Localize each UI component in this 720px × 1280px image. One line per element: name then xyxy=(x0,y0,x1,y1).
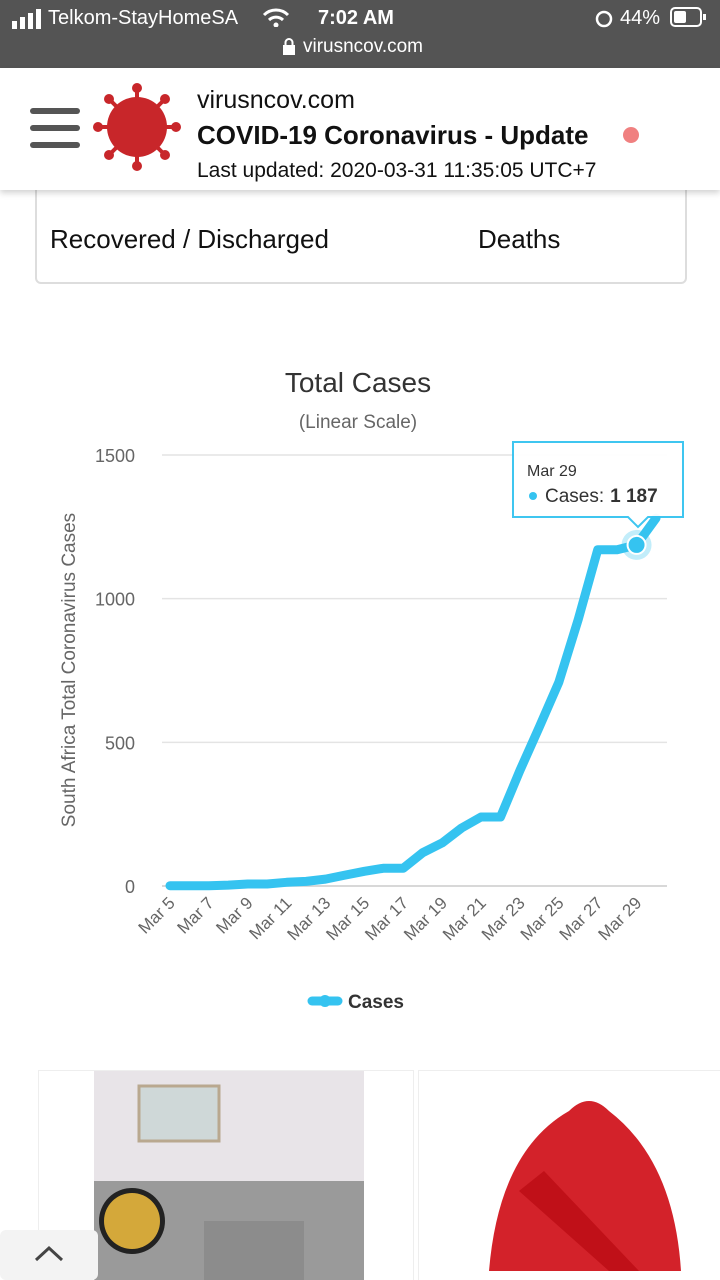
tooltip-box xyxy=(512,441,684,529)
last-updated: Last updated: 2020-03-31 11:35:05 UTC+7 xyxy=(197,159,597,182)
x-tick-label: Mar 27 xyxy=(556,893,607,944)
y-tick-label: 0 xyxy=(125,877,135,897)
tooltip-series: Cases: xyxy=(545,486,604,507)
recovered-label: Recovered / Discharged xyxy=(50,224,329,254)
ad-image xyxy=(489,1101,681,1271)
tooltip-date: Mar 29 xyxy=(527,463,577,480)
battery-icon xyxy=(670,7,706,27)
live-dot xyxy=(623,127,639,143)
menu-button[interactable] xyxy=(30,108,80,148)
chart-title: Total Cases xyxy=(285,367,431,398)
ad-right[interactable] xyxy=(418,1070,720,1280)
clock: 7:02 AM xyxy=(318,7,394,29)
wifi-icon xyxy=(262,8,290,27)
x-tick-label: Mar 5 xyxy=(135,893,179,937)
chart: Total Cases (Linear Scale) South Africa … xyxy=(59,367,684,1013)
hover-marker xyxy=(626,534,647,555)
y-tick-label: 500 xyxy=(105,733,135,753)
virus-logo xyxy=(93,83,181,171)
page-title: COVID-19 Coronavirus - Update xyxy=(197,120,589,150)
status-bar: Telkom-StayHomeSA 7:02 AM 44% virusncov.… xyxy=(0,0,720,68)
battery-level: 44% xyxy=(620,7,661,29)
deaths-label: Deaths xyxy=(478,224,561,254)
site-name: virusncov.com xyxy=(197,86,355,114)
ad-image xyxy=(94,1071,364,1280)
url[interactable]: virusncov.com xyxy=(303,36,424,57)
x-tick-label: Mar 19 xyxy=(400,893,451,944)
tooltip-value: 1 187 xyxy=(610,486,658,507)
legend-label: Cases xyxy=(348,992,404,1013)
x-tick-label: Mar 29 xyxy=(595,893,646,944)
x-tick-label: Mar 17 xyxy=(361,893,412,944)
alarm-icon xyxy=(595,10,613,28)
signal-icon xyxy=(12,9,41,29)
y-tick-label: 1000 xyxy=(95,590,135,610)
lock-icon xyxy=(283,38,295,55)
y-axis-label: South Africa Total Coronavirus Cases xyxy=(59,513,80,827)
x-tick-label: Mar 15 xyxy=(322,893,373,944)
tooltip-dot xyxy=(529,492,537,500)
x-tick-label: Mar 13 xyxy=(283,893,334,944)
x-tick-label: Mar 21 xyxy=(439,893,490,944)
y-tick-label: 1500 xyxy=(95,446,135,466)
ad-left[interactable] xyxy=(38,1070,414,1280)
site-header: virusncov.com COVID-19 Coronavirus - Upd… xyxy=(0,68,720,190)
legend-dot xyxy=(319,995,331,1007)
x-tick-label: Mar 7 xyxy=(174,893,218,937)
tooltip-text: Cases: 1 187 xyxy=(545,486,658,507)
x-tick-label: Mar 25 xyxy=(517,893,568,944)
x-tick-label: Mar 23 xyxy=(478,893,529,944)
carrier: Telkom-StayHomeSA xyxy=(48,7,239,29)
series-line xyxy=(165,513,661,891)
chart-subtitle: (Linear Scale) xyxy=(299,412,417,433)
back-to-top[interactable] xyxy=(0,1230,100,1280)
